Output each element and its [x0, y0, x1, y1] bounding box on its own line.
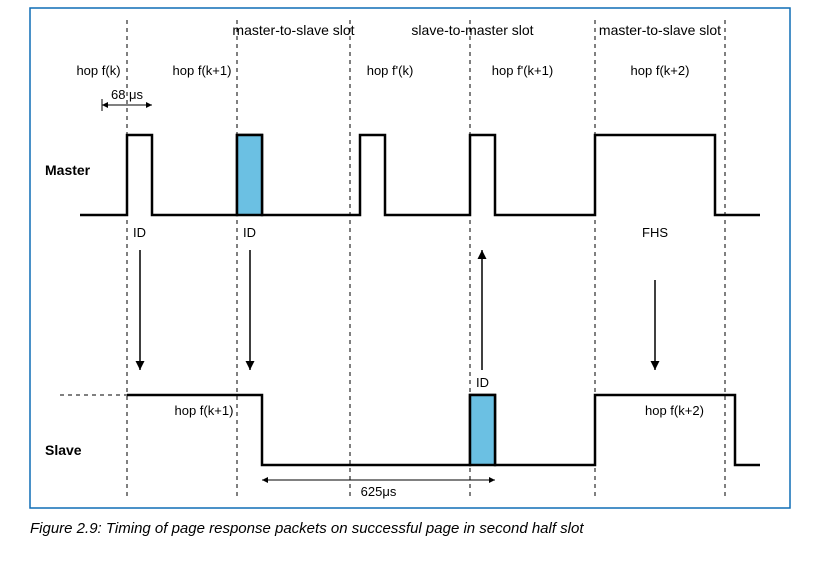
- packet-label-id: ID: [243, 225, 256, 240]
- packet-label-fhs: FHS: [642, 225, 668, 240]
- figure-page: { "figure": { "caption": "Figure 2.9: Ti…: [0, 0, 834, 562]
- timing-diagram: master-to-slave slot slave-to-master slot…: [0, 0, 834, 562]
- packet-label-id: ID: [133, 225, 146, 240]
- hop-label: hop f(k+2): [631, 63, 690, 78]
- hop-label: hop f(k): [76, 63, 120, 78]
- master-waveform: [80, 135, 760, 215]
- slot-header-m2s-2: master-to-slave slot: [599, 22, 721, 38]
- hop-label: hop f'(k): [367, 63, 414, 78]
- timing-label-68us: 68 μs: [111, 87, 144, 102]
- slave-hop-label: hop f(k+1): [175, 403, 234, 418]
- slave-hop-label: hop f(k+2): [645, 403, 704, 418]
- row-label-slave: Slave: [45, 442, 82, 458]
- master-id-pulse: [237, 135, 262, 215]
- diagram-frame: [30, 8, 790, 508]
- slot-header-m2s-1: master-to-slave slot: [232, 22, 354, 38]
- packet-label-id: ID: [476, 375, 489, 390]
- figure-caption: Figure 2.9: Timing of page response pack…: [30, 520, 584, 537]
- row-label-master: Master: [45, 162, 91, 178]
- hop-label: hop f'(k+1): [492, 63, 553, 78]
- slot-header-s2m: slave-to-master slot: [411, 22, 533, 38]
- timing-label-625us: 625μs: [361, 484, 397, 499]
- slave-id-pulse: [470, 395, 495, 465]
- hop-label: hop f(k+1): [173, 63, 232, 78]
